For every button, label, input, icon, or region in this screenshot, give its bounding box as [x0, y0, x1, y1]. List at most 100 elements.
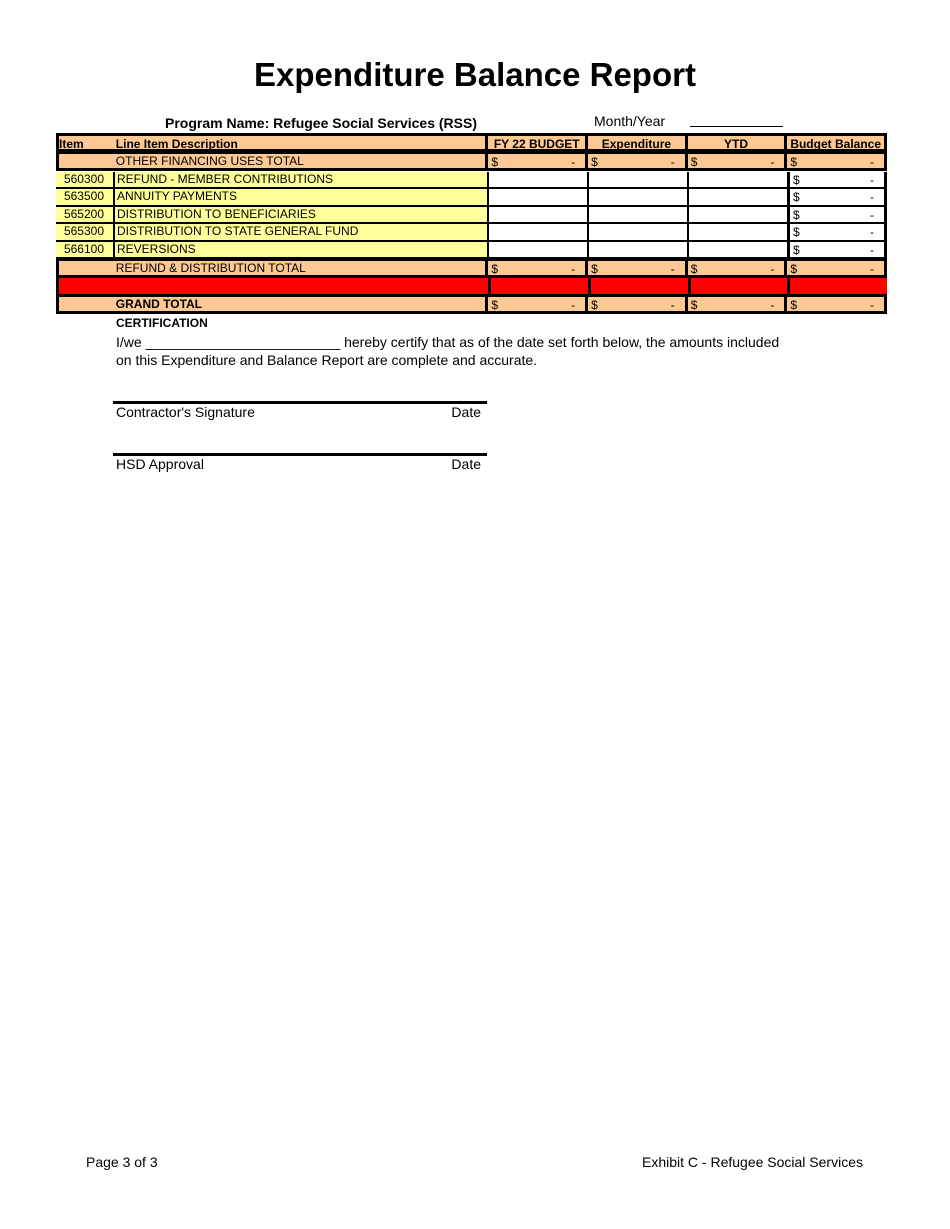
currency-symbol: $	[491, 262, 499, 275]
item-code: 566100	[56, 241, 113, 259]
certification-text-line2: on this Expenditure and Balance Report a…	[116, 352, 538, 368]
refund-distribution-total-row-amount[interactable]: $ -	[684, 261, 785, 275]
page-title: Expenditure Balance Report	[254, 56, 696, 93]
line-item-description: DISTRIBUTION TO STATE GENERAL FUND	[113, 224, 487, 242]
program-name: Program Name: Refugee Social Services (R…	[165, 115, 478, 131]
amount-input[interactable]	[687, 241, 787, 259]
line-item-row: 565200 DISTRIBUTION TO BENEFICIARIES $ -	[56, 206, 887, 225]
amount-input[interactable]	[687, 189, 787, 207]
month-year-field[interactable]	[690, 126, 783, 127]
refund-distribution-total-row: REFUND & DISTRIBUTION TOTAL $ - $ - $ - $ -	[56, 258, 887, 278]
amount-value: -	[670, 298, 675, 311]
separator-fill	[59, 278, 488, 294]
other-financing-total-row-label: OTHER FINANCING USES TOTAL	[115, 154, 304, 168]
grand-total-row-amount[interactable]: $ -	[684, 297, 785, 311]
item-code: 565200	[56, 206, 113, 225]
line-item-description: DISTRIBUTION TO BENEFICIARIES	[113, 206, 487, 225]
amount-value: -	[869, 155, 874, 168]
contractor-date-label: Date	[451, 404, 481, 420]
other-financing-total-row-amount[interactable]: $ -	[784, 154, 884, 168]
currency-symbol: $	[690, 262, 698, 275]
currency-symbol: $	[793, 173, 800, 187]
budget-balance-amount: $ -	[787, 172, 887, 190]
other-financing-total-row-amount[interactable]: $ -	[684, 154, 785, 168]
line-item-description: REVERSIONS	[113, 241, 487, 259]
amount-value: -	[770, 155, 775, 168]
amount-input[interactable]	[687, 224, 787, 242]
amount-input[interactable]	[687, 172, 787, 190]
refund-distribution-total-row-item	[59, 261, 113, 275]
amount-value: -	[870, 207, 874, 222]
amount-input[interactable]	[587, 172, 687, 190]
currency-symbol: $	[793, 225, 800, 240]
amount-input[interactable]	[687, 206, 787, 225]
certification-heading: CERTIFICATION	[116, 316, 208, 330]
amount-value: -	[770, 262, 775, 275]
budget-balance-amount: $ -	[787, 224, 887, 242]
amount-value: -	[670, 155, 675, 168]
amount-value: -	[571, 155, 576, 168]
amount-value: -	[870, 225, 874, 240]
grand-total-row-amount[interactable]: $ -	[485, 297, 585, 311]
contractor-signature-line[interactable]	[113, 401, 487, 404]
amount-value: -	[571, 262, 576, 275]
separator-cell	[687, 278, 788, 294]
currency-symbol: $	[591, 262, 598, 275]
grand-total-row-item	[59, 297, 113, 311]
amount-value: -	[670, 262, 675, 275]
certification-text-line1: I/we _________________________ hereby ce…	[116, 334, 780, 350]
item-code: 563500	[56, 189, 113, 207]
refund-distribution-total-row-amount[interactable]: $ -	[784, 261, 884, 275]
budget-balance-amount: $ -	[787, 206, 887, 225]
refund-distribution-total-row-amount[interactable]: $ -	[485, 261, 585, 275]
budget-balance-amount: $ -	[787, 241, 887, 259]
currency-symbol: $	[793, 242, 800, 257]
line-item-description: REFUND - MEMBER CONTRIBUTIONS	[113, 172, 487, 190]
column-header: Line Item Description	[115, 137, 238, 149]
grand-total-row: GRAND TOTAL $ - $ - $ - $ -	[56, 294, 887, 314]
currency-symbol: $	[491, 155, 499, 168]
exhibit-label: Exhibit C - Refugee Social Services	[642, 1154, 863, 1170]
line-item-row: 563500 ANNUITY PAYMENTS $ -	[56, 189, 887, 207]
amount-input[interactable]	[587, 224, 687, 242]
amount-input[interactable]	[587, 241, 687, 259]
hsd-date-label: Date	[451, 456, 481, 472]
amount-value: -	[869, 262, 874, 275]
amount-value: -	[571, 298, 576, 311]
contractor-signature-label: Contractor's Signature	[116, 404, 255, 420]
line-item-row: 560300 REFUND - MEMBER CONTRIBUTIONS $ -	[56, 172, 887, 190]
separator-cell	[488, 278, 588, 294]
hsd-approval-line[interactable]	[113, 453, 487, 456]
currency-symbol: $	[793, 190, 800, 205]
amount-input[interactable]	[487, 206, 587, 225]
amount-input[interactable]	[487, 172, 587, 190]
currency-symbol: $	[591, 155, 598, 168]
amount-input[interactable]	[587, 206, 687, 225]
amount-input[interactable]	[487, 189, 587, 207]
other-financing-total-row-amount[interactable]: $ -	[485, 154, 585, 168]
grand-total-row-amount[interactable]: $ -	[784, 297, 884, 311]
other-financing-total-row-amount[interactable]: $ -	[585, 154, 685, 168]
amount-input[interactable]	[487, 224, 587, 242]
amount-input[interactable]	[487, 241, 587, 259]
column-header: YTD	[684, 136, 785, 149]
refund-distribution-total-row-amount[interactable]: $ -	[585, 261, 685, 275]
line-item-row: 566100 REVERSIONS $ -	[56, 241, 887, 259]
amount-value: -	[870, 242, 874, 257]
other-financing-total-row: OTHER FINANCING USES TOTAL $ - $ - $ - $ -	[56, 151, 887, 171]
month-year-label: Month/Year	[594, 113, 666, 129]
column-header: Item	[59, 137, 84, 149]
grand-total-row-amount[interactable]: $ -	[585, 297, 685, 311]
grand-total-row-label: GRAND TOTAL	[115, 297, 203, 311]
currency-symbol: $	[491, 298, 499, 311]
column-header: FY 22 BUDGET	[485, 136, 585, 149]
column-header: Budget Balance	[784, 136, 884, 149]
item-code: 560300	[56, 172, 113, 190]
amount-input[interactable]	[587, 189, 687, 207]
refund-distribution-total-row-label: REFUND & DISTRIBUTION TOTAL	[115, 261, 306, 275]
currency-symbol: $	[790, 262, 798, 275]
amount-value: -	[869, 298, 874, 311]
separator-cell	[588, 278, 688, 294]
amount-value: -	[770, 298, 775, 311]
